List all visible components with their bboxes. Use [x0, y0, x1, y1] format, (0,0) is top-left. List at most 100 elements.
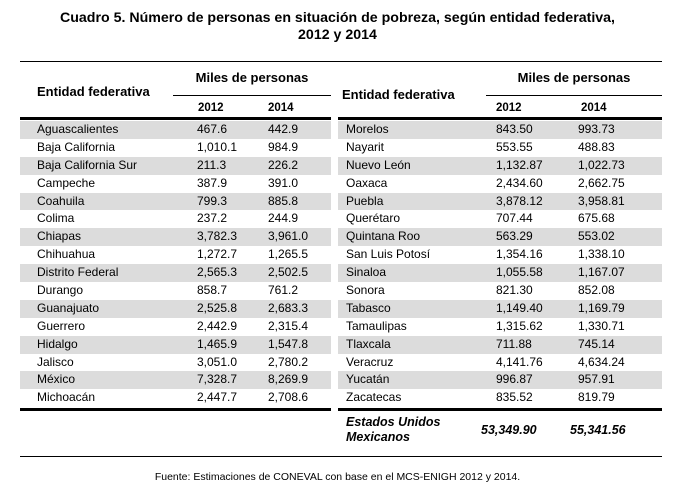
- header-thick-rule: [20, 117, 331, 120]
- value-2014-cell: 957.91: [578, 372, 615, 387]
- entity-cell: Puebla: [346, 193, 384, 208]
- table-row: Nuevo León 1,132.87 1,022.73: [338, 156, 662, 175]
- value-2012-cell: 563.29: [496, 229, 533, 244]
- entity-cell: Sinaloa: [346, 265, 387, 280]
- entity-cell: Chiapas: [37, 229, 82, 244]
- value-2012-cell: 843.50: [496, 122, 533, 136]
- value-2012-cell: 1,272.7: [197, 247, 238, 262]
- table-row: Chihuahua 1,272.7 1,265.5: [20, 246, 331, 264]
- table-row: Puebla 3,878.12 3,958.81: [338, 192, 662, 211]
- value-2014-cell: 1,330.71: [578, 318, 625, 333]
- table-row: Guanajuato 2,525.8 2,683.3: [20, 299, 331, 318]
- table-row: Jalisco 3,051.0 2,780.2: [20, 354, 331, 372]
- entity-cell: Quintana Roo: [346, 229, 421, 244]
- value-2014-cell: 442.9: [268, 122, 299, 136]
- value-2014-cell: 1,022.73: [578, 157, 625, 172]
- entity-cell: Tamaulipas: [346, 318, 407, 333]
- title-line-2: 2012 y 2014: [298, 27, 377, 43]
- table-row: Coahuila 799.3 885.8: [20, 192, 331, 211]
- total-entity-line-2: Mexicanos: [346, 430, 410, 445]
- value-2012-cell: 1,465.9: [197, 336, 238, 351]
- value-2014-cell: 226.2: [268, 157, 299, 172]
- value-2014-cell: 2,502.5: [268, 265, 309, 280]
- table-row: Sinaloa 1,055.58 1,167.07: [338, 264, 662, 283]
- entity-cell: Nuevo León: [346, 157, 411, 172]
- table-row: Quintana Roo 563.29 553.02: [338, 228, 662, 247]
- value-2014-cell: 993.73: [578, 122, 615, 136]
- header-subrule: [486, 95, 662, 96]
- entity-cell: Hidalgo: [37, 336, 78, 351]
- year-2012-header: 2012: [198, 102, 224, 114]
- total-2012-value: 53,349.90: [481, 423, 537, 438]
- entity-cell: Oaxaca: [346, 175, 388, 190]
- value-2012-cell: 3,051.0: [197, 354, 238, 369]
- table-row: Tabasco 1,149.40 1,169.79: [338, 299, 662, 318]
- entity-cell: Tabasco: [346, 300, 391, 315]
- value-2012-cell: 711.88: [496, 336, 532, 351]
- value-2012-cell: 2,434.60: [496, 175, 543, 190]
- left-table-header: Entidad federativa Miles de personas 201…: [20, 62, 331, 121]
- value-2014-cell: 3,961.0: [268, 229, 309, 244]
- table-row: Hidalgo 1,465.9 1,547.8: [20, 335, 331, 354]
- year-2014-header: 2014: [581, 102, 607, 114]
- entity-cell: Jalisco: [37, 354, 74, 369]
- source-footnote: Fuente: Estimaciones de CONEVAL con base…: [154, 471, 521, 483]
- table-row: Tamaulipas 1,315.62 1,330.71: [338, 318, 662, 336]
- value-2014-cell: 4,634.24: [578, 354, 625, 369]
- entity-cell: Yucatán: [346, 372, 390, 387]
- table-row: México 7,328.7 8,269.9: [20, 371, 331, 390]
- entity-cell: Chihuahua: [37, 247, 96, 262]
- entity-cell: Baja California Sur: [37, 157, 138, 172]
- value-2014-cell: 1,169.79: [578, 300, 625, 315]
- table-row: Tlaxcala 711.88 745.14: [338, 335, 662, 354]
- value-2014-cell: 3,958.81: [578, 193, 625, 208]
- value-2012-cell: 1,132.87: [496, 157, 543, 172]
- value-2012-cell: 821.30: [496, 283, 533, 298]
- entity-cell: Querétaro: [346, 211, 401, 226]
- right-table-header: Entidad federativa Miles de personas 201…: [338, 62, 662, 121]
- value-2012-cell: 707.44: [496, 211, 533, 226]
- group-column-header: Miles de personas: [195, 70, 309, 85]
- table-row: Querétaro 707.44 675.68: [338, 210, 662, 228]
- table-row: Guerrero 2,442.9 2,315.4: [20, 318, 331, 336]
- value-2012-cell: 4,141.76: [496, 354, 543, 369]
- value-2012-cell: 3,782.3: [197, 229, 238, 244]
- value-2012-cell: 467.6: [197, 122, 228, 136]
- value-2014-cell: 2,780.2: [268, 354, 309, 369]
- value-2014-cell: 2,315.4: [268, 318, 309, 333]
- table-row: Baja California 1,010.1 984.9: [20, 139, 331, 157]
- table-row: Sonora 821.30 852.08: [338, 282, 662, 300]
- table-row: San Luis Potosí 1,354.16 1,338.10: [338, 246, 662, 264]
- value-2014-cell: 1,338.10: [578, 247, 625, 262]
- group-column-header: Miles de personas: [517, 70, 631, 85]
- entity-cell: Campeche: [37, 175, 96, 190]
- header-subrule: [173, 95, 331, 96]
- value-2014-cell: 488.83: [578, 139, 615, 154]
- entity-cell: México: [37, 372, 76, 387]
- year-2012-header: 2012: [496, 102, 522, 114]
- table-row: Veracruz 4,141.76 4,634.24: [338, 354, 662, 372]
- value-2012-cell: 835.52: [496, 390, 533, 405]
- total-entity-line-1: Estados Unidos: [346, 415, 441, 430]
- table-row: Distrito Federal 2,565.3 2,502.5: [20, 264, 331, 283]
- value-2014-cell: 244.9: [268, 211, 299, 226]
- value-2012-cell: 1,315.62: [496, 318, 543, 333]
- entity-cell: Michoacán: [37, 390, 96, 405]
- year-2014-header: 2014: [268, 102, 294, 114]
- value-2014-cell: 819.79: [578, 390, 615, 405]
- table-row: Oaxaca 2,434.60 2,662.75: [338, 175, 662, 193]
- value-2014-cell: 8,269.9: [268, 372, 309, 387]
- value-2012-cell: 553.55: [496, 139, 533, 154]
- value-2014-cell: 2,662.75: [578, 175, 625, 190]
- top-rule: [20, 61, 662, 62]
- value-2014-cell: 852.08: [578, 283, 615, 298]
- left-end-rule: [20, 408, 331, 412]
- value-2012-cell: 2,447.7: [197, 390, 238, 405]
- table-row: Durango 858.7 761.2: [20, 282, 331, 300]
- entity-cell: Aguascalientes: [37, 122, 119, 136]
- value-2014-cell: 2,708.6: [268, 390, 309, 405]
- entity-cell: Baja California: [37, 139, 116, 154]
- value-2014-cell: 391.0: [268, 175, 299, 190]
- value-2014-cell: 1,167.07: [578, 265, 625, 280]
- value-2014-cell: 2,683.3: [268, 300, 309, 315]
